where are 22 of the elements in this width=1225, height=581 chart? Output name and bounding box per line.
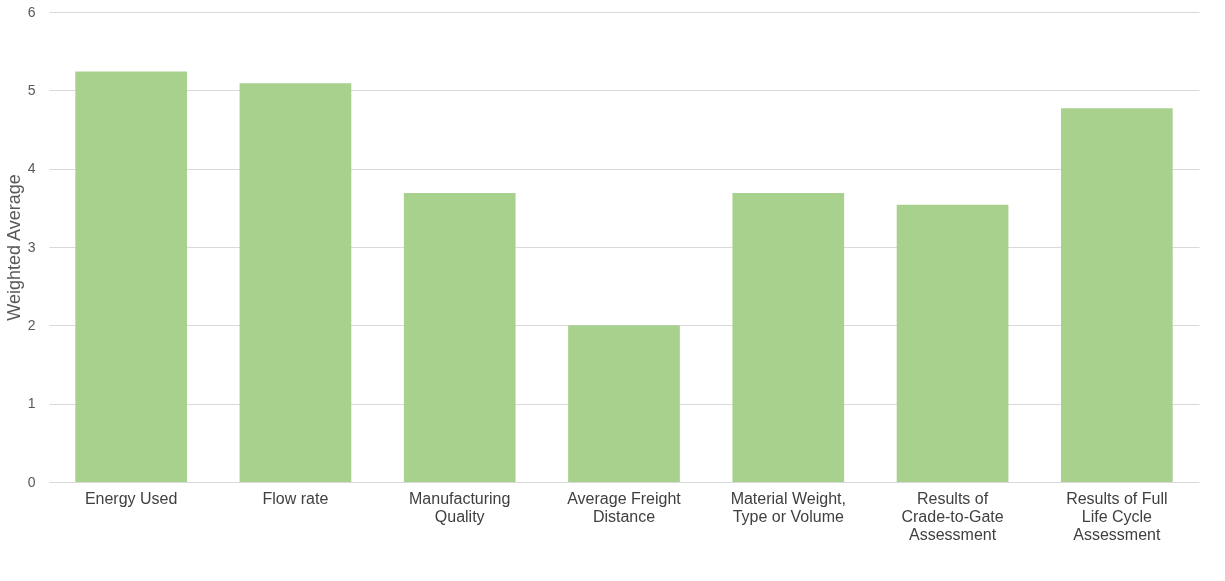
bar bbox=[1061, 108, 1173, 482]
bar bbox=[239, 83, 352, 482]
bar bbox=[732, 192, 845, 482]
y-tick-label: 1 bbox=[27, 395, 36, 412]
y-tick-label: 3 bbox=[27, 238, 36, 255]
y-tick-label: 6 bbox=[27, 3, 36, 20]
y-axis-title: Weighted Average bbox=[3, 174, 24, 321]
x-tick-label: Average Freight Distance bbox=[567, 489, 682, 525]
bar bbox=[75, 71, 187, 482]
x-tick-label: Results of Full Life Cycle Assessment bbox=[1066, 489, 1168, 543]
bar bbox=[568, 325, 680, 482]
y-tick-label: 5 bbox=[27, 81, 36, 98]
y-tick-label: 4 bbox=[27, 160, 36, 177]
y-tick-label: 0 bbox=[27, 473, 36, 490]
x-tick-label: Flow rate bbox=[262, 489, 329, 507]
bar bbox=[403, 192, 516, 482]
bar bbox=[896, 204, 1009, 482]
x-tick-label: Energy Used bbox=[84, 489, 178, 507]
x-tick-label: Manufacturing Quality bbox=[409, 489, 511, 525]
x-tick-label: Results of Crade-to-Gate Assessment bbox=[901, 489, 1004, 543]
x-tick-label: Material Weight, Type or Volume bbox=[730, 489, 846, 525]
y-tick-label: 2 bbox=[27, 316, 36, 333]
